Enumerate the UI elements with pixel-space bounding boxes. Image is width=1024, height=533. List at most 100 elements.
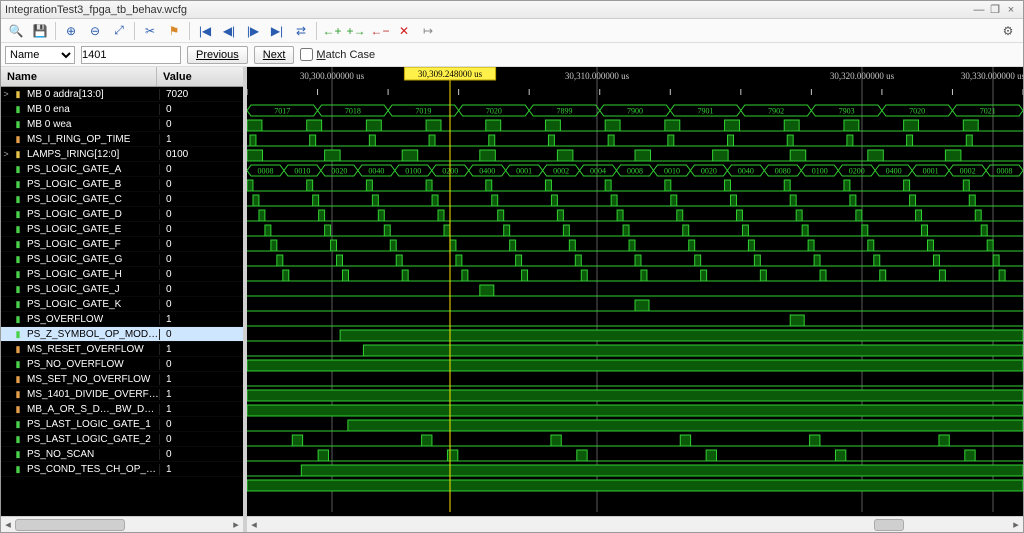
marker-icon[interactable]: ⚑ [163,21,185,41]
remove-left-icon[interactable]: ←− [369,21,391,41]
signal-name: MS_I_RING_OP_TIME [25,134,159,145]
signal-row[interactable]: ▮PS_LOGIC_GATE_K0 [1,297,243,312]
cut-icon[interactable]: ✂ [139,21,161,41]
waveform-panel[interactable]: 30,300.000000 us30,310.000000 us30,320.0… [245,67,1023,532]
signal-name: PS_LOGIC_GATE_B [25,179,159,190]
search-input[interactable] [81,46,181,64]
scroll-left-icon[interactable]: ◂ [1,518,15,531]
signal-row[interactable]: >▮LAMPS_IRING[12:0]0100 [1,147,243,162]
expand-icon[interactable]: > [1,149,11,159]
svg-text:0008: 0008 [627,167,643,176]
signal-value: 1 [159,134,243,145]
zoom-in-icon[interactable]: ⊕ [60,21,82,41]
add-left-icon[interactable]: ←+ [321,21,343,41]
signal-type-icon: ▮ [11,434,25,445]
svg-text:30,310.000000 us: 30,310.000000 us [565,71,630,81]
waveform-hscroll[interactable]: ◂ ▸ [247,516,1023,532]
svg-text:7019: 7019 [415,107,431,116]
svg-text:0001: 0001 [516,167,532,176]
signal-type-icon: ▮ [11,104,25,115]
signal-row[interactable]: ▮PS_LAST_LOGIC_GATE_10 [1,417,243,432]
signal-row[interactable]: ▮PS_COND_TES_CH_OP_CODE1 [1,462,243,477]
gear-icon[interactable]: ⚙ [997,21,1019,41]
next-icon[interactable]: |▶ [242,21,264,41]
zoom-fit-icon[interactable]: ⤢ [108,21,130,41]
signal-name: MS_SET_NO_OVERFLOW [25,374,159,385]
zoom-out-icon[interactable]: ⊖ [84,21,106,41]
signal-name: PS_COND_TES_CH_OP_CODE [25,464,159,475]
signal-row[interactable]: ▮MS_I_RING_OP_TIME1 [1,132,243,147]
signal-row[interactable]: ▮MB 0 wea0 [1,117,243,132]
minimize-icon[interactable]: — [971,4,987,16]
match-case-checkbox[interactable]: MMatch Caseatch Case [300,48,375,61]
signal-row[interactable]: ▮PS_LAST_LOGIC_GATE_20 [1,432,243,447]
signal-row[interactable]: ▮MS_1401_DIVIDE_OVERFLOW1 [1,387,243,402]
signal-type-icon: ▮ [11,89,25,100]
svg-text:0100: 0100 [812,167,828,176]
previous-button[interactable]: Previous [187,46,248,64]
signal-hscroll[interactable]: ◂ ▸ [1,516,243,532]
col-value[interactable]: Value [157,67,243,86]
signal-row[interactable]: ▮MS_RESET_OVERFLOW1 [1,342,243,357]
signal-row[interactable]: ▮MB 0 ena0 [1,102,243,117]
signal-name: MB 0 addra[13:0] [25,89,159,100]
signal-row[interactable]: ▮PS_LOGIC_GATE_J0 [1,282,243,297]
signal-row[interactable]: ▮PS_LOGIC_GATE_H0 [1,267,243,282]
wave-scroll-right-icon[interactable]: ▸ [1009,518,1023,531]
signal-row[interactable]: ▮PS_LOGIC_GATE_F0 [1,237,243,252]
swap-icon[interactable]: ⇄ [290,21,312,41]
signal-type-icon: ▮ [11,359,25,370]
signal-type-icon: ▮ [11,314,25,325]
signal-type-icon: ▮ [11,329,25,340]
goto-icon[interactable]: ↦ [417,21,439,41]
signal-row[interactable]: ▮PS_LOGIC_GATE_C0 [1,192,243,207]
svg-text:7903: 7903 [839,107,855,116]
save-icon[interactable]: 💾 [29,21,51,41]
prev-icon[interactable]: ◀| [218,21,240,41]
wave-scroll-thumb[interactable] [874,519,904,531]
signal-name: PS_LOGIC_GATE_E [25,224,159,235]
signal-row[interactable]: ▮PS_LOGIC_GATE_A0 [1,162,243,177]
first-icon[interactable]: |◀ [194,21,216,41]
signal-row[interactable]: ▮PS_OVERFLOW1 [1,312,243,327]
svg-text:7901: 7901 [698,107,714,116]
expand-icon[interactable]: > [1,89,11,99]
signal-value: 0 [159,284,243,295]
wave-scroll-left-icon[interactable]: ◂ [247,518,261,531]
match-case-input[interactable] [300,48,313,61]
signal-type-icon: ▮ [11,254,25,265]
signal-row[interactable]: ▮PS_NO_OVERFLOW0 [1,357,243,372]
last-icon[interactable]: ▶| [266,21,288,41]
signal-name: PS_Z_SYMBOL_OP_MODIFIER [25,329,159,340]
next-button[interactable]: Next [254,46,295,64]
signal-type-icon: ▮ [11,449,25,460]
scroll-thumb[interactable] [15,519,125,531]
signal-row[interactable]: ▮PS_NO_SCAN0 [1,447,243,462]
search-icon[interactable]: 🔍 [5,21,27,41]
signal-type-icon: ▮ [11,224,25,235]
signal-value: 0 [159,224,243,235]
restore-icon[interactable]: ❐ [987,3,1003,16]
signal-type-icon: ▮ [11,179,25,190]
signal-row[interactable]: ▮PS_Z_SYMBOL_OP_MODIFIER0 [1,327,243,342]
signal-row[interactable]: >▮MB 0 addra[13:0]7020 [1,87,243,102]
content-area: Name Value >▮MB 0 addra[13:0]7020▮MB 0 e… [1,67,1023,532]
signal-type-icon: ▮ [11,389,25,400]
signal-name: PS_LOGIC_GATE_H [25,269,159,280]
signal-row[interactable]: ▮MB_A_OR_S_D…_BW_DOT_RC1 [1,402,243,417]
close-icon[interactable]: × [1003,4,1019,16]
signal-row[interactable]: ▮MS_SET_NO_OVERFLOW1 [1,372,243,387]
add-right-icon[interactable]: +→ [345,21,367,41]
signal-row[interactable]: ▮PS_LOGIC_GATE_G0 [1,252,243,267]
signal-name: PS_LOGIC_GATE_G [25,254,159,265]
signal-row[interactable]: ▮PS_LOGIC_GATE_D0 [1,207,243,222]
waveform-canvas[interactable]: 30,300.000000 us30,310.000000 us30,320.0… [247,67,1023,512]
svg-text:0100: 0100 [405,167,421,176]
col-name[interactable]: Name [1,67,157,86]
signal-list[interactable]: >▮MB 0 addra[13:0]7020▮MB 0 ena0▮MB 0 we… [1,87,243,516]
signal-row[interactable]: ▮PS_LOGIC_GATE_E0 [1,222,243,237]
delete-icon[interactable]: ✕ [393,21,415,41]
scroll-right-icon[interactable]: ▸ [229,518,243,531]
search-field-select[interactable]: Name [5,46,75,64]
signal-row[interactable]: ▮PS_LOGIC_GATE_B0 [1,177,243,192]
